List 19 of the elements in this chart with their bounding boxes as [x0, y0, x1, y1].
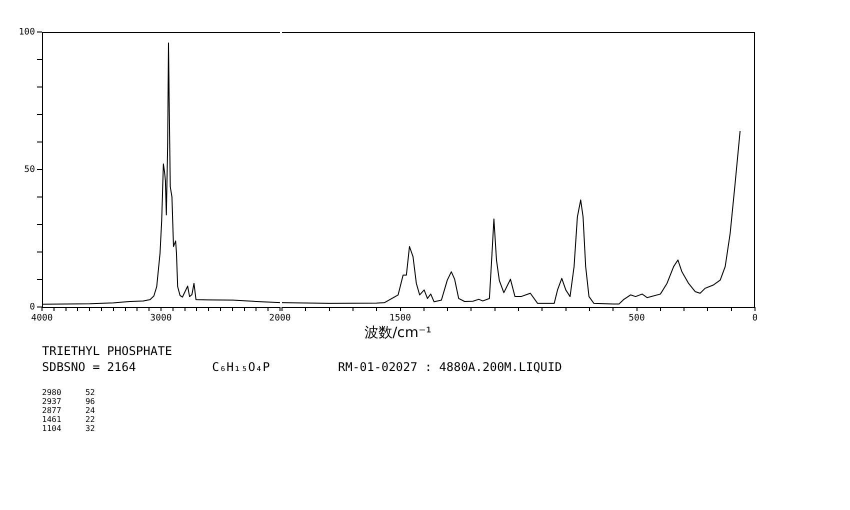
x-tick-label: 500	[628, 314, 645, 324]
text: 1104 32	[42, 424, 95, 433]
text: 2877 24	[42, 406, 95, 415]
text: RM-01-02027 : 4880A.200M.LIQUID	[338, 360, 562, 374]
x-tick-label: 2000	[269, 314, 291, 324]
text: 2937 96	[42, 397, 95, 406]
x-tick-label: 1500	[389, 314, 412, 324]
text: 1461 22	[42, 415, 95, 424]
x-tick-label: 4000	[31, 314, 53, 324]
x-tick-label: 0	[752, 314, 758, 324]
y-tick-label: 50	[24, 164, 35, 175]
y-tick-label: 100	[18, 27, 35, 38]
x-tick-label: 3000	[150, 314, 172, 324]
text: 2980 52	[42, 388, 95, 397]
text: C₆H₁₅O₄P	[212, 360, 270, 374]
y-tick-label: 0	[30, 302, 35, 312]
text: SDBSNO = 2164	[42, 360, 136, 374]
x-axis-title: 波数/cm⁻¹	[364, 324, 432, 342]
text: TRIETHYL PHOSPHATE	[42, 344, 172, 358]
